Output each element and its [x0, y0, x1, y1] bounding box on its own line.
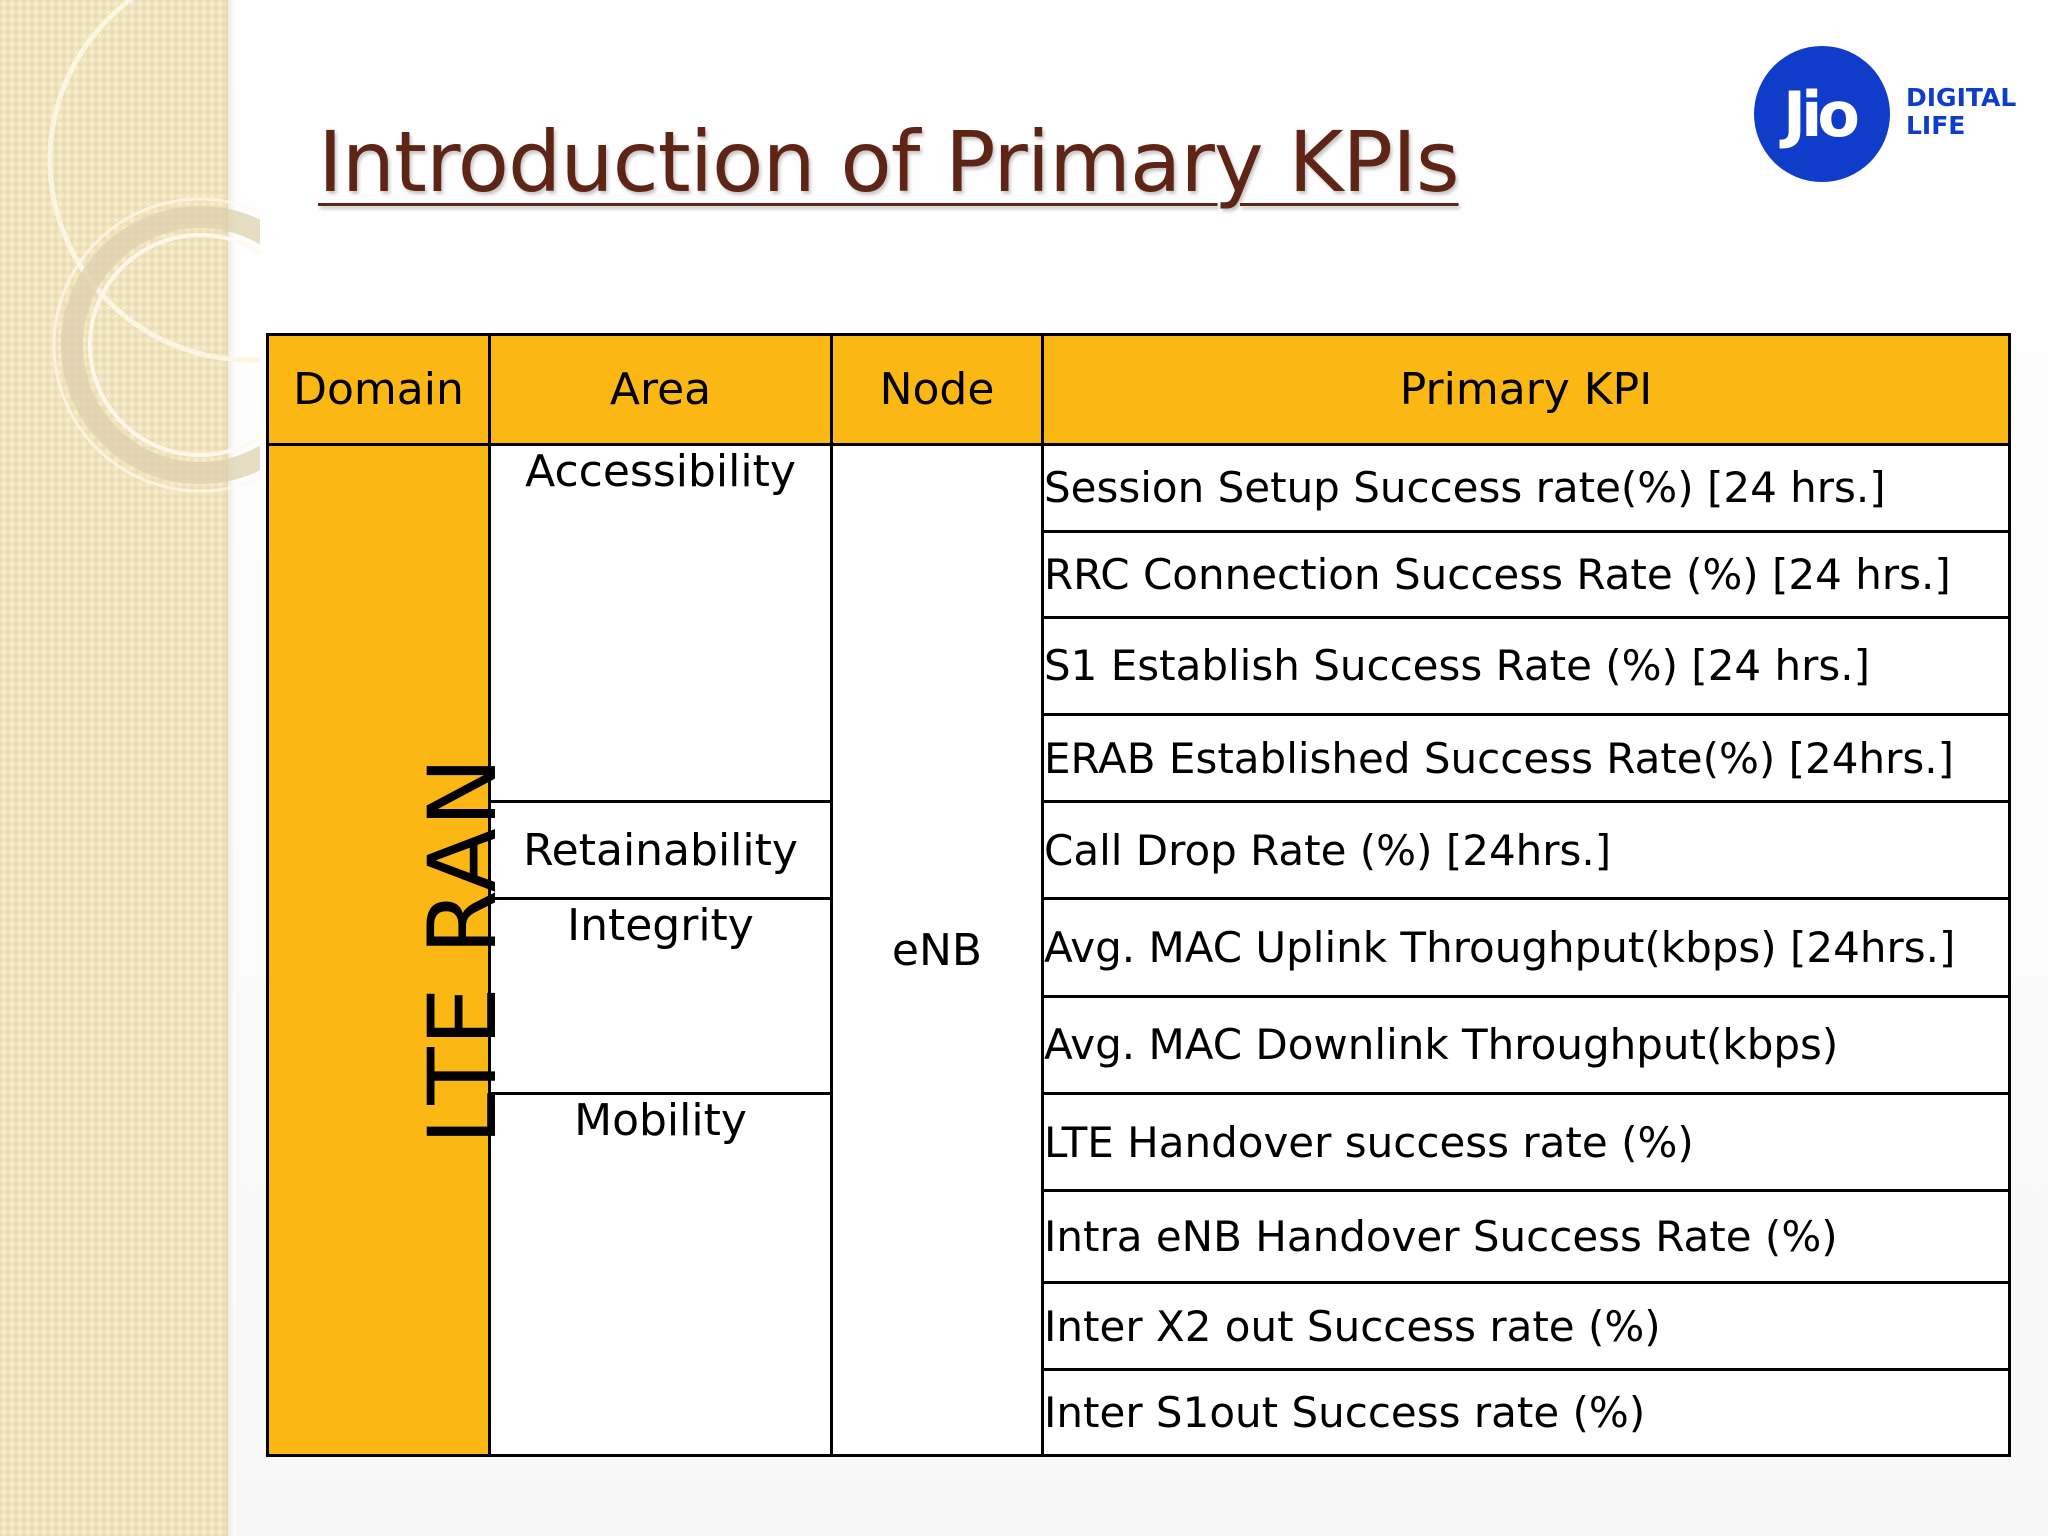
kpi-cell: Avg. MAC Downlink Throughput(kbps) — [1041, 994, 2011, 1095]
table-header-row: Domain Area Node Primary KPI — [266, 332, 2011, 447]
logo-tagline-line2: LIFE — [1906, 111, 1966, 140]
logo-tagline-line1: DIGITAL — [1906, 83, 2017, 112]
area-integrity: Integrity — [488, 897, 833, 1095]
table-row: Intra eNB Handover Success Rate (%) — [268, 1189, 2011, 1285]
table-row: Retainability Call Drop Rate (%) [24hrs.… — [268, 800, 2011, 901]
primary-kpi-table: Domain Area Node Primary KPI LTE RAN Acc… — [266, 332, 2011, 1458]
header-area: Area — [488, 332, 833, 447]
jio-logo-wordmark: Jio — [1783, 77, 1860, 151]
jio-logo-circle: Jio — [1754, 46, 1890, 182]
kpi-cell: LTE Handover success rate (%) — [1041, 1091, 2011, 1193]
domain-label: LTE RAN — [409, 755, 519, 1145]
kpi-cell: Session Setup Success rate(%) [24 hrs.] — [1041, 443, 2011, 533]
header-domain: Domain — [266, 332, 491, 447]
header-primary-kpi: Primary KPI — [1041, 332, 2011, 447]
table-row: LTE RAN Accessibility eNB Session Setup … — [266, 443, 2011, 1457]
kpi-cell: ERAB Established Success Rate(%) [24hrs.… — [1041, 712, 2011, 804]
node-cell: eNB — [830, 443, 1044, 1457]
header-node: Node — [830, 332, 1044, 447]
kpi-cell: Intra eNB Handover Success Rate (%) — [1041, 1189, 2011, 1285]
kpi-cell: Inter X2 out Success rate (%) — [1041, 1281, 2011, 1371]
logo-tagline: DIGITAL LIFE — [1906, 84, 2016, 140]
table-row: S1 Establish Success Rate (%) [24 hrs.] — [268, 615, 2011, 716]
kpi-cell: Avg. MAC Uplink Throughput(kbps) [24hrs.… — [1041, 897, 2011, 998]
domain-cell: LTE RAN — [266, 443, 518, 1457]
kpi-cell: RRC Connection Success Rate (%) [24 hrs.… — [1041, 529, 2011, 619]
table-row: Mobility LTE Handover success rate (%) — [268, 1091, 2011, 1458]
area-accessibility: Accessibility — [488, 443, 833, 804]
kpi-cell: Inter S1out Success rate (%) — [1041, 1367, 2011, 1458]
area-mobility: Mobility — [488, 1091, 833, 1458]
kpi-cell: S1 Establish Success Rate (%) [24 hrs.] — [1041, 615, 2011, 716]
kpi-cell: Call Drop Rate (%) [24hrs.] — [1041, 800, 2011, 901]
side-strip-edge-shadow — [226, 0, 236, 1536]
jio-digital-life-logo: Jio DIGITAL LIFE — [1754, 46, 2034, 186]
table-row: Inter S1out Success rate (%) — [268, 1367, 2011, 1458]
decorative-rings — [47, 0, 260, 493]
table-row: Inter X2 out Success rate (%) — [268, 1281, 2011, 1371]
table-row: ERAB Established Success Rate(%) [24hrs.… — [268, 712, 2011, 804]
area-retainability: Retainability — [488, 800, 833, 901]
table-row: RRC Connection Success Rate (%) [24 hrs.… — [268, 529, 2011, 619]
table-row: Integrity Avg. MAC Uplink Throughput(kbp… — [268, 897, 2011, 1095]
slide-title: Introduction of Primary KPIs — [318, 113, 1460, 211]
table-row: Avg. MAC Downlink Throughput(kbps) — [268, 994, 2011, 1095]
